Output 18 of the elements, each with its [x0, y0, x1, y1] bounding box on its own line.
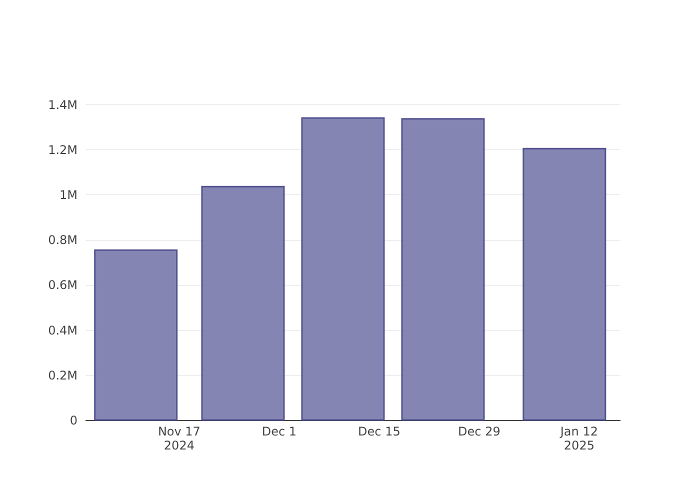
- x-tick-label: Jan 12 2025: [559, 424, 598, 452]
- x-tick-label: Nov 17 2024: [158, 424, 200, 452]
- y-tick-label: 0.6M: [48, 278, 78, 292]
- y-tick-label: 0.4M: [48, 323, 78, 338]
- y-tick-label: 1.4M: [48, 98, 78, 112]
- bar: [301, 117, 385, 421]
- bar: [94, 249, 178, 421]
- bar: [201, 186, 285, 421]
- y-tick-label: 0.8M: [48, 233, 78, 248]
- bar: [522, 148, 606, 421]
- y-tick-label: 0: [70, 414, 78, 428]
- y-tick-label: 1M: [60, 188, 78, 202]
- y-tick-label: 1.2M: [48, 142, 78, 157]
- x-tick-label: Dec 1: [262, 424, 297, 438]
- x-tick-label: Dec 15: [358, 424, 400, 438]
- x-tick-label: Dec 29: [458, 424, 500, 438]
- y-tick-label: 0.2M: [48, 368, 78, 382]
- bar: [401, 118, 485, 421]
